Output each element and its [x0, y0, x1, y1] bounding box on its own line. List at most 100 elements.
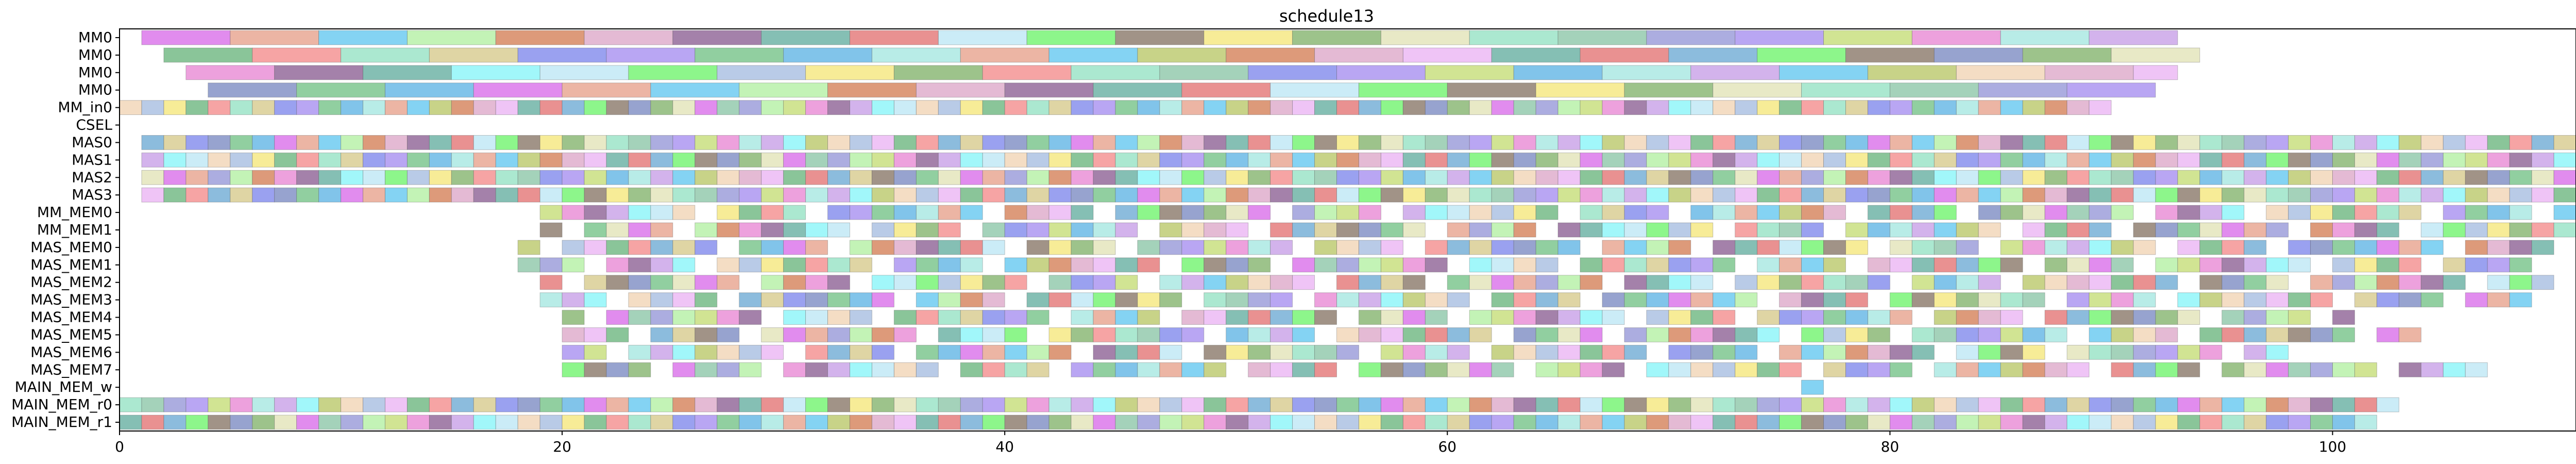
task-bar — [2155, 397, 2178, 412]
task-bar — [1646, 187, 1669, 203]
task-bar — [783, 257, 806, 273]
task-bar — [628, 292, 651, 308]
task-bar — [1690, 100, 1714, 115]
task-bar — [1823, 170, 1846, 185]
task-bar — [1093, 344, 1116, 360]
task-bar — [694, 292, 718, 308]
task-bar — [871, 205, 894, 220]
task-bar — [1314, 100, 1337, 115]
task-bar — [363, 415, 385, 430]
task-bar — [1757, 362, 1780, 377]
task-bar — [805, 275, 828, 290]
task-bar — [2155, 135, 2178, 150]
task-bar — [717, 327, 740, 342]
task-bar — [1336, 170, 1359, 185]
task-bar — [2376, 257, 2399, 273]
task-bar — [1137, 47, 1227, 63]
task-bar — [1823, 310, 1846, 325]
task-bar — [2266, 222, 2289, 238]
task-bar — [1602, 292, 1625, 308]
task-bar — [2222, 187, 2245, 203]
task-bar — [1048, 100, 1072, 115]
task-bar — [916, 100, 939, 115]
task-bar — [1248, 187, 1271, 203]
task-bar — [1535, 152, 1558, 168]
task-bar — [1956, 310, 1979, 325]
task-bar — [1889, 344, 1912, 360]
task-bar — [539, 135, 563, 150]
task-bar — [1624, 135, 1647, 150]
task-bar — [384, 82, 474, 98]
task-bar — [1779, 275, 1802, 290]
task-bar — [2199, 240, 2223, 255]
task-bar — [982, 152, 1005, 168]
task-bar — [2266, 187, 2289, 203]
task-bar — [1159, 327, 1182, 342]
task-bar — [2376, 187, 2399, 203]
task-bar — [1668, 135, 1691, 150]
task-bar — [1690, 327, 1714, 342]
task-bar — [2222, 257, 2245, 273]
task-bar — [2155, 170, 2178, 185]
task-bar — [1137, 187, 1160, 203]
task-bar — [650, 82, 740, 98]
task-bar — [628, 100, 651, 115]
task-bar — [429, 47, 518, 63]
task-bar — [783, 100, 806, 115]
task-bar — [2443, 135, 2466, 150]
task-bar — [1779, 135, 1802, 150]
task-bar — [2531, 170, 2554, 185]
task-bar — [893, 100, 917, 115]
task-bar — [406, 170, 430, 185]
task-bar — [451, 170, 474, 185]
task-bar — [2044, 310, 2067, 325]
task-bar — [1735, 222, 1758, 238]
task-bar — [2553, 135, 2576, 150]
task-bar — [2354, 222, 2377, 238]
task-bar — [341, 100, 364, 115]
task-bar — [2465, 240, 2488, 255]
task-bar — [584, 100, 607, 115]
task-bar — [2133, 187, 2156, 203]
task-bar — [141, 100, 164, 115]
task-bar — [2177, 170, 2200, 185]
task-bar — [1469, 275, 1492, 290]
task-bar — [2244, 362, 2267, 377]
task-bar — [1004, 187, 1027, 203]
task-bar — [761, 327, 784, 342]
task-bar — [916, 275, 939, 290]
row-label: MAS_MEM2 — [30, 274, 112, 291]
task-bar — [119, 397, 142, 412]
task-bar — [2199, 187, 2223, 203]
task-bar — [318, 152, 342, 168]
task-bar — [1823, 135, 1846, 150]
task-bar — [539, 205, 563, 220]
task-bar — [1469, 397, 1492, 412]
task-bar — [1978, 187, 2001, 203]
task-bar — [363, 187, 385, 203]
task-bar — [628, 397, 651, 412]
task-bar — [1845, 327, 1868, 342]
task-bar — [871, 397, 894, 412]
task-bar — [1159, 65, 1249, 80]
task-bar — [1978, 222, 2001, 238]
task-bar — [1137, 240, 1160, 255]
task-bar — [694, 135, 718, 150]
task-bar — [1248, 65, 1337, 80]
task-bar — [1779, 344, 1802, 360]
task-bar — [1071, 292, 1094, 308]
row-label: MAS2 — [72, 169, 112, 186]
task-bar — [1314, 257, 1337, 273]
task-bar — [2155, 222, 2178, 238]
task-bar — [1402, 152, 1426, 168]
task-bar — [2354, 415, 2377, 430]
task-bar — [384, 152, 408, 168]
task-bar — [1602, 362, 1625, 377]
task-bar — [1425, 397, 1448, 412]
task-bar — [1845, 47, 1935, 63]
task-bar — [805, 222, 828, 238]
task-bar — [1779, 170, 1802, 185]
task-bar — [1358, 292, 1381, 308]
task-bar — [274, 187, 297, 203]
task-bar — [650, 275, 673, 290]
